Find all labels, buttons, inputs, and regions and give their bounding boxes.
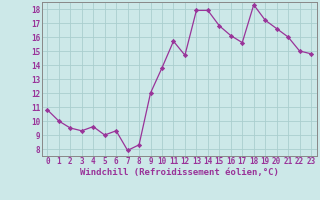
X-axis label: Windchill (Refroidissement éolien,°C): Windchill (Refroidissement éolien,°C): [80, 168, 279, 177]
